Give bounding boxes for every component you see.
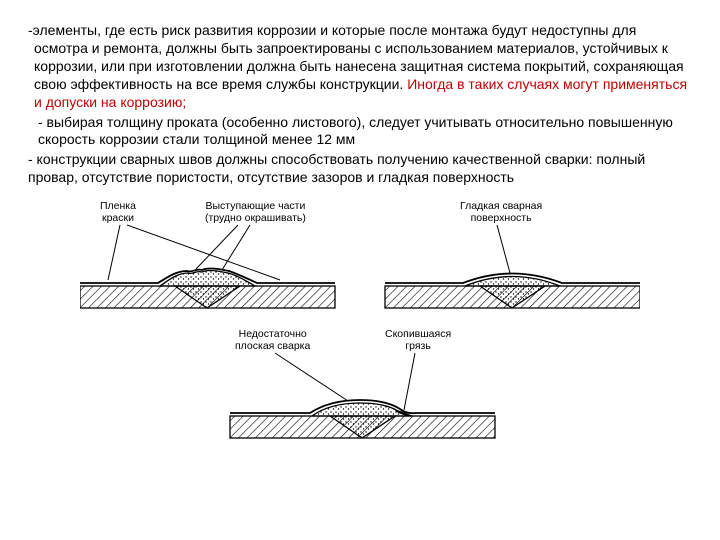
label-paint-film: Пленка краски xyxy=(100,201,136,224)
label-insufficient-flat: Недостаточно плоская сварка xyxy=(235,329,310,352)
label-dirt: Скопившаяся грязь xyxy=(385,329,451,352)
bullet-1: -элементы, где есть риск развития корроз… xyxy=(28,22,692,112)
weld-figure: Пленка краски Выступающие части (трудно … xyxy=(80,201,640,461)
label-protruding: Выступающие части (трудно окрашивать) xyxy=(205,201,306,224)
label-smooth-weld: Гладкая сварная поверхность xyxy=(460,201,542,224)
panel-flat-weld-dirt xyxy=(230,353,495,438)
panel-rough-weld xyxy=(80,225,335,308)
bullet-3: - конструкции сварных швов должны способ… xyxy=(28,151,692,187)
panel-smooth-weld xyxy=(385,225,640,308)
weld-diagrams-svg xyxy=(80,201,640,461)
bullet-2: - выбирая толщину проката (особенно лист… xyxy=(28,114,692,150)
